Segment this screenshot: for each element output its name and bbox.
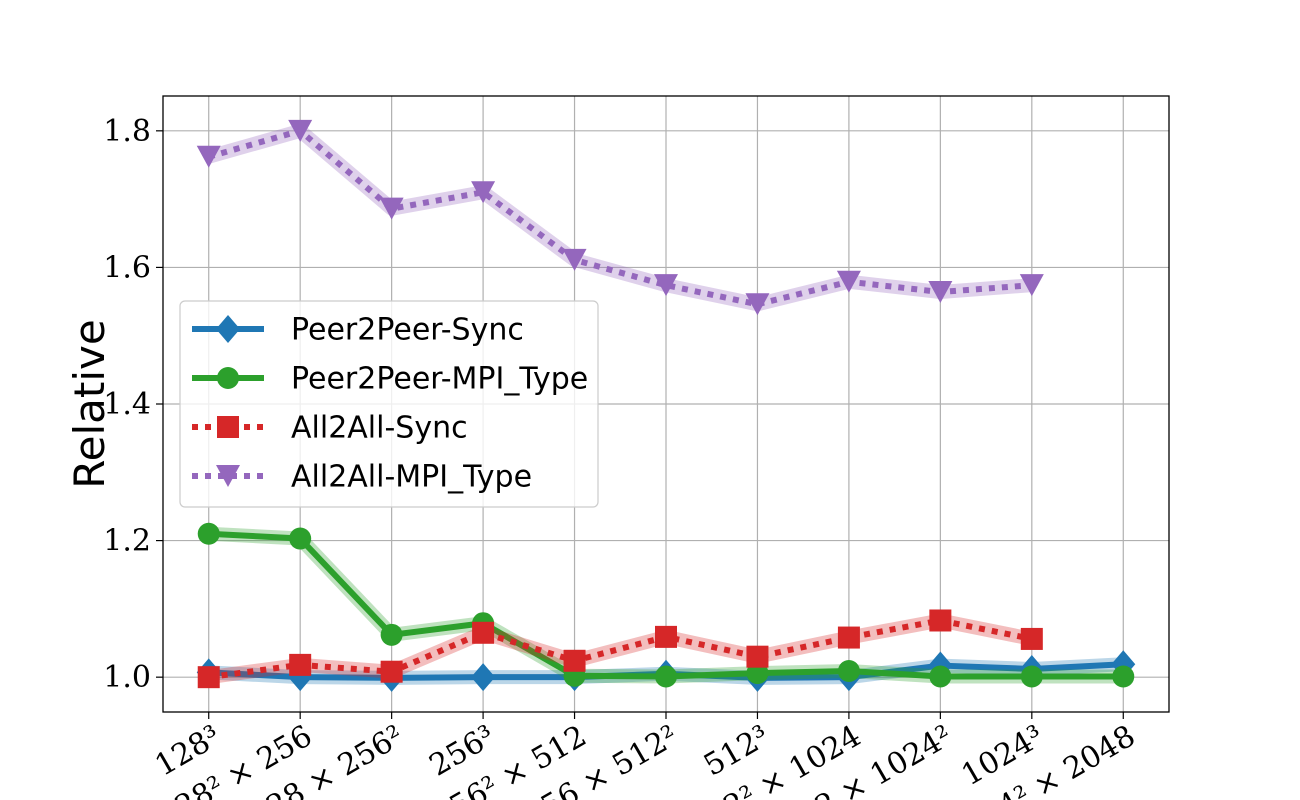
marker [471, 663, 496, 692]
marker [197, 522, 220, 545]
marker [196, 145, 221, 168]
marker [1020, 665, 1043, 688]
marker [1019, 274, 1044, 297]
marker [1112, 665, 1135, 688]
marker [654, 274, 678, 297]
y-tick-label: 1.6 [103, 250, 151, 285]
marker [380, 623, 403, 646]
y-axis-label: Relative [65, 319, 114, 488]
y-tick-label: 1.4 [103, 387, 151, 422]
legend-label: All2All-Sync [291, 411, 468, 446]
marker [471, 181, 496, 204]
series-band [206, 123, 1033, 312]
marker [929, 665, 952, 688]
marker [746, 645, 769, 668]
marker [472, 621, 495, 644]
y-tick-label: 1.2 [103, 524, 151, 559]
series-line [208, 617, 1033, 681]
legend: Peer2Peer-Sync Peer2Peer-MPI_Type All2All-… [179, 300, 599, 508]
marker [655, 625, 677, 648]
marker [562, 248, 587, 271]
plot-frame [162, 95, 1170, 713]
marker [837, 660, 860, 683]
marker [379, 197, 404, 220]
marker [837, 626, 860, 649]
legend-label: All2All-MPI_Type [291, 460, 532, 495]
marker [1020, 627, 1043, 650]
marker [217, 367, 239, 389]
marker [217, 416, 239, 438]
legend-box [179, 300, 599, 508]
marker [745, 293, 770, 316]
series-line [207, 127, 1033, 308]
y-tick-label: 1.8 [103, 114, 151, 149]
y-tick-label: 1.0 [103, 660, 151, 695]
legend-label: Peer2Peer-MPI_Type [291, 362, 588, 397]
legend-label: Peer2Peer-Sync [291, 313, 524, 348]
marker [836, 270, 861, 293]
marker [197, 666, 220, 689]
marker [216, 465, 240, 487]
marker [563, 649, 586, 672]
marker [929, 609, 952, 632]
marker [655, 665, 677, 688]
marker [288, 119, 313, 142]
marker [289, 653, 312, 676]
marker [928, 281, 953, 303]
marker [289, 527, 312, 550]
marker [216, 315, 240, 343]
marker [380, 660, 403, 683]
